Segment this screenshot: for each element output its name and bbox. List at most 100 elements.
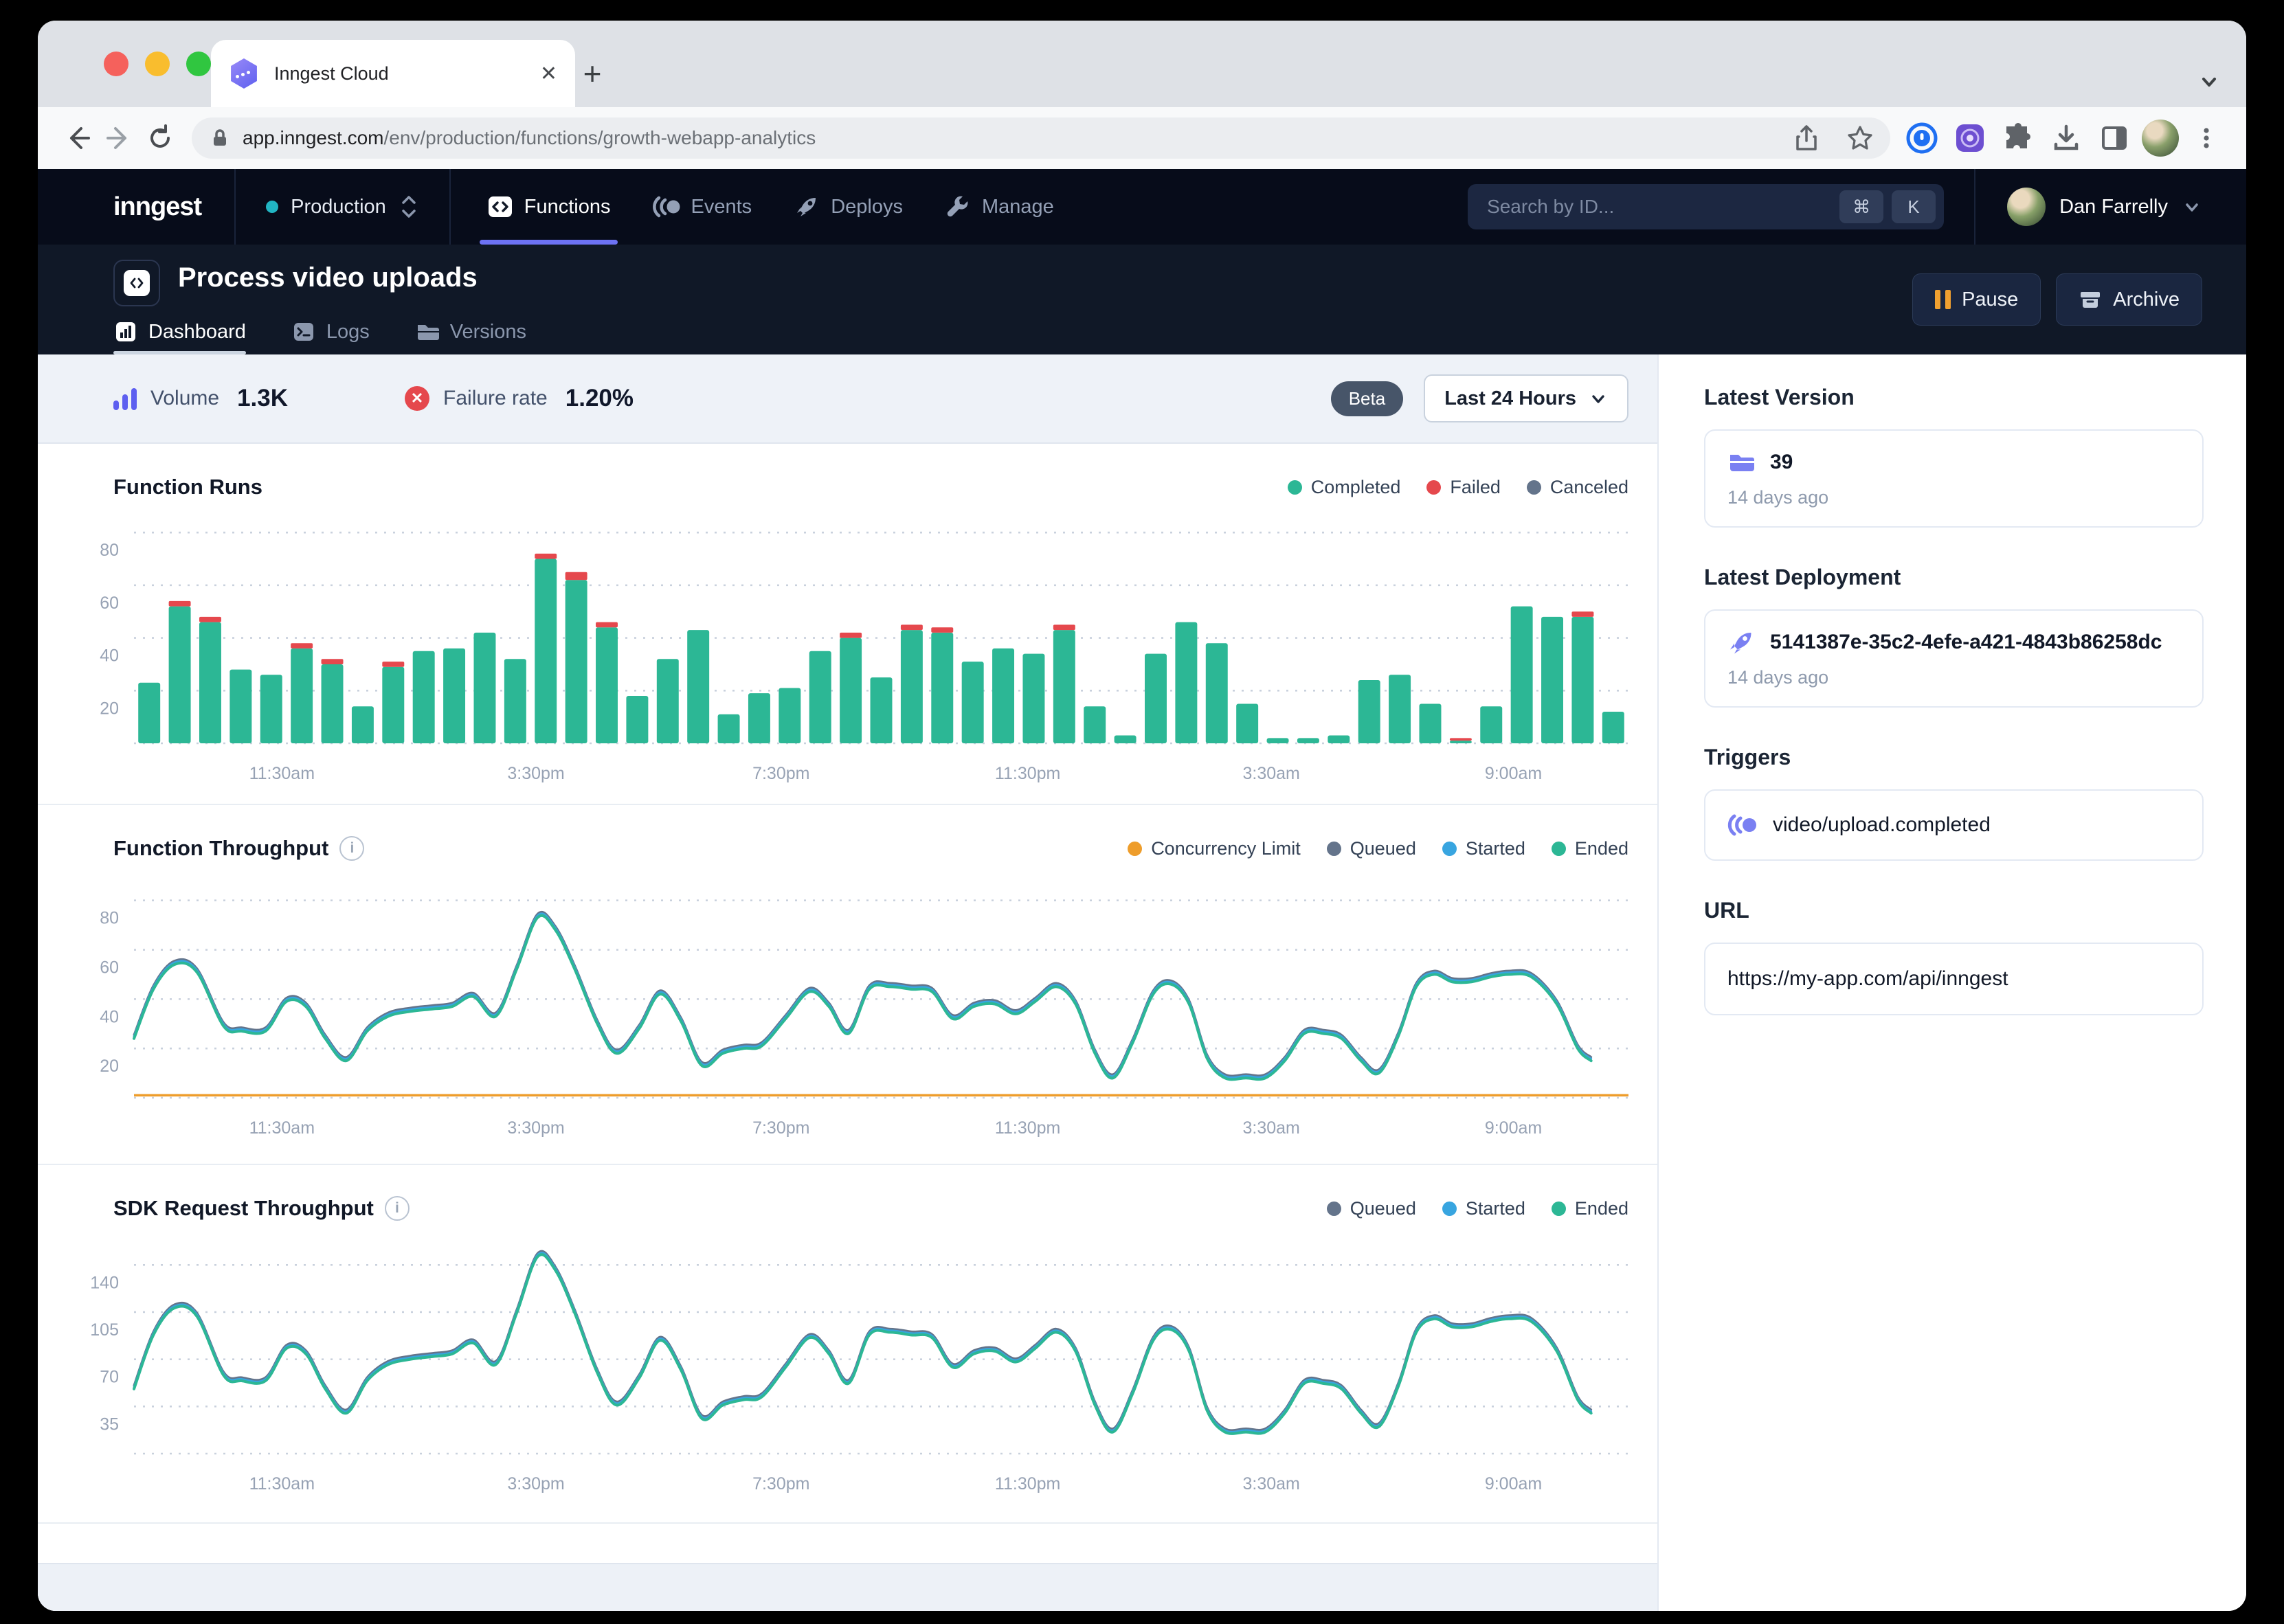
extensions-puzzle-icon[interactable] [1997, 117, 2039, 159]
purple-extension-icon[interactable] [1949, 117, 1991, 159]
stats-bar: Volume 1.3K ✕ Failure rate 1.20% Beta La… [38, 354, 1657, 444]
nav-item-events[interactable]: Events [652, 169, 752, 245]
svg-text:80: 80 [100, 909, 119, 928]
sdk-throughput-section: SDK Request Throughput i Queued Started … [38, 1165, 1657, 1524]
inngest-logo[interactable]: inngest [38, 169, 234, 245]
close-window-button[interactable] [104, 52, 128, 76]
legend-item-ended: Ended [1552, 1198, 1628, 1219]
nav-item-deploys[interactable]: Deploys [793, 169, 903, 245]
svg-text:105: 105 [90, 1320, 119, 1340]
started-dot-icon [1442, 1202, 1457, 1216]
tab-close-icon[interactable]: ✕ [540, 62, 557, 86]
svg-text:3:30am: 3:30am [1242, 1474, 1299, 1493]
sdk-throughput-chart: 357010514011:30am3:30pm7:30pm11:30pm3:30… [38, 1231, 1657, 1522]
rocket-icon [793, 193, 820, 221]
tab-versions[interactable]: Versions [415, 309, 526, 354]
search-input[interactable]: ⌘ K [1468, 184, 1944, 229]
svg-text:40: 40 [100, 1007, 119, 1026]
user-chevron-down-icon [2182, 196, 2202, 217]
completed-dot-icon [1288, 480, 1302, 495]
browser-tab[interactable]: Inngest Cloud ✕ [211, 40, 575, 107]
svg-text:11:30pm: 11:30pm [995, 1474, 1060, 1493]
bookmark-star-icon[interactable] [1839, 117, 1881, 159]
latest-deployment-value: 5141387e-35c2-4efe-a421-4843b86258dc [1770, 631, 2162, 654]
onepassword-extension-icon[interactable] [1901, 117, 1942, 159]
dashboard-main: Volume 1.3K ✕ Failure rate 1.20% Beta La… [38, 354, 1657, 1611]
environment-switcher[interactable]: Production [236, 169, 449, 245]
sdk-throughput-title: SDK Request Throughput i [113, 1196, 410, 1221]
latest-version-heading: Latest Version [1704, 385, 2204, 410]
k-key-badge: K [1892, 190, 1936, 223]
back-button[interactable] [57, 117, 98, 159]
function-header: Process video uploads Dashboard Logs Ver… [38, 245, 2246, 354]
svg-text:3:30am: 3:30am [1242, 1118, 1299, 1138]
url-card[interactable]: https://my-app.com/api/inngest [1704, 943, 2204, 1015]
legend-item-started: Started [1442, 838, 1525, 859]
archive-button[interactable]: Archive [2056, 273, 2202, 326]
pause-icon [1935, 290, 1951, 309]
user-menu[interactable]: Dan Farrelly [1975, 169, 2246, 245]
window-controls [104, 21, 211, 107]
svg-text:7:30pm: 7:30pm [752, 1474, 809, 1493]
svg-text:40: 40 [100, 646, 119, 666]
info-icon[interactable]: i [339, 836, 364, 861]
function-throughput-title: Function Throughput i [113, 836, 364, 861]
share-icon[interactable] [1786, 117, 1827, 159]
cmd-key-badge: ⌘ [1839, 190, 1883, 223]
reload-button[interactable] [139, 117, 181, 159]
nav-divider [449, 169, 451, 245]
failure-rate-stat: ✕ Failure rate 1.20% [405, 385, 634, 412]
page-title: Process video uploads [178, 262, 478, 293]
url-bar[interactable]: app.inngest.com/env/production/functions… [192, 117, 1890, 159]
search-field[interactable] [1486, 195, 1831, 218]
functions-code-icon [486, 193, 514, 221]
legend-item-canceled: Canceled [1527, 477, 1628, 498]
svg-text:20: 20 [100, 1057, 119, 1076]
legend-item-failed: Failed [1426, 477, 1501, 498]
fullscreen-window-button[interactable] [186, 52, 211, 76]
logs-terminal-icon [291, 319, 316, 344]
svg-text:7:30pm: 7:30pm [752, 1118, 809, 1138]
latest-deployment-time: 14 days ago [1727, 667, 2180, 688]
svg-text:7:30pm: 7:30pm [752, 764, 809, 783]
nav-item-manage[interactable]: Manage [944, 169, 1054, 245]
user-name: Dan Farrelly [2059, 196, 2168, 218]
queued-dot-icon [1327, 1202, 1341, 1216]
side-panel-icon[interactable] [2094, 117, 2135, 159]
legend-item-queued: Queued [1327, 1198, 1416, 1219]
ended-dot-icon [1552, 1202, 1566, 1216]
beta-badge: Beta [1331, 381, 1404, 416]
url-block: URL https://my-app.com/api/inngest [1704, 898, 2204, 1015]
nav-item-functions[interactable]: Functions [486, 169, 611, 245]
latest-deployment-card[interactable]: 5141387e-35c2-4efe-a421-4843b86258dc 14 … [1704, 609, 2204, 708]
tab-title: Inngest Cloud [274, 63, 525, 84]
latest-version-card[interactable]: 39 14 days ago [1704, 429, 2204, 528]
queued-dot-icon [1327, 842, 1341, 856]
latest-deployment-block: Latest Deployment 5141387e-35c2-4efe-a42… [1704, 565, 2204, 708]
app-top-nav: inngest Production Functions Events Depl… [38, 169, 2246, 245]
dashboard-icon [113, 319, 138, 344]
svg-text:9:00am: 9:00am [1485, 1118, 1542, 1138]
archive-icon [2079, 288, 2102, 311]
user-avatar [2007, 188, 2046, 226]
svg-text:11:30pm: 11:30pm [995, 1118, 1060, 1138]
browser-profile-avatar[interactable] [2142, 120, 2179, 157]
details-sidebar: Latest Version 39 14 days ago Latest Dep… [1657, 354, 2246, 1611]
minimize-window-button[interactable] [145, 52, 170, 76]
svg-text:3:30pm: 3:30pm [507, 1474, 564, 1493]
time-range-select[interactable]: Last 24 Hours [1424, 374, 1628, 422]
environment-label: Production [291, 196, 386, 218]
svg-text:60: 60 [100, 958, 119, 978]
download-icon[interactable] [2046, 117, 2087, 159]
browser-window: Inngest Cloud ✕ + app.inngest.com/env/pr… [38, 21, 2246, 1611]
forward-button[interactable] [98, 117, 139, 159]
info-icon[interactable]: i [385, 1196, 410, 1221]
tab-search-chevron-icon[interactable] [2197, 69, 2221, 98]
inngest-favicon [229, 58, 259, 89]
trigger-card[interactable]: video/upload.completed [1704, 789, 2204, 861]
tab-logs[interactable]: Logs [291, 309, 370, 354]
browser-menu-icon[interactable] [2186, 117, 2227, 159]
tab-dashboard[interactable]: Dashboard [113, 309, 246, 354]
new-tab-button[interactable]: + [568, 49, 616, 98]
pause-button[interactable]: Pause [1912, 273, 2041, 326]
